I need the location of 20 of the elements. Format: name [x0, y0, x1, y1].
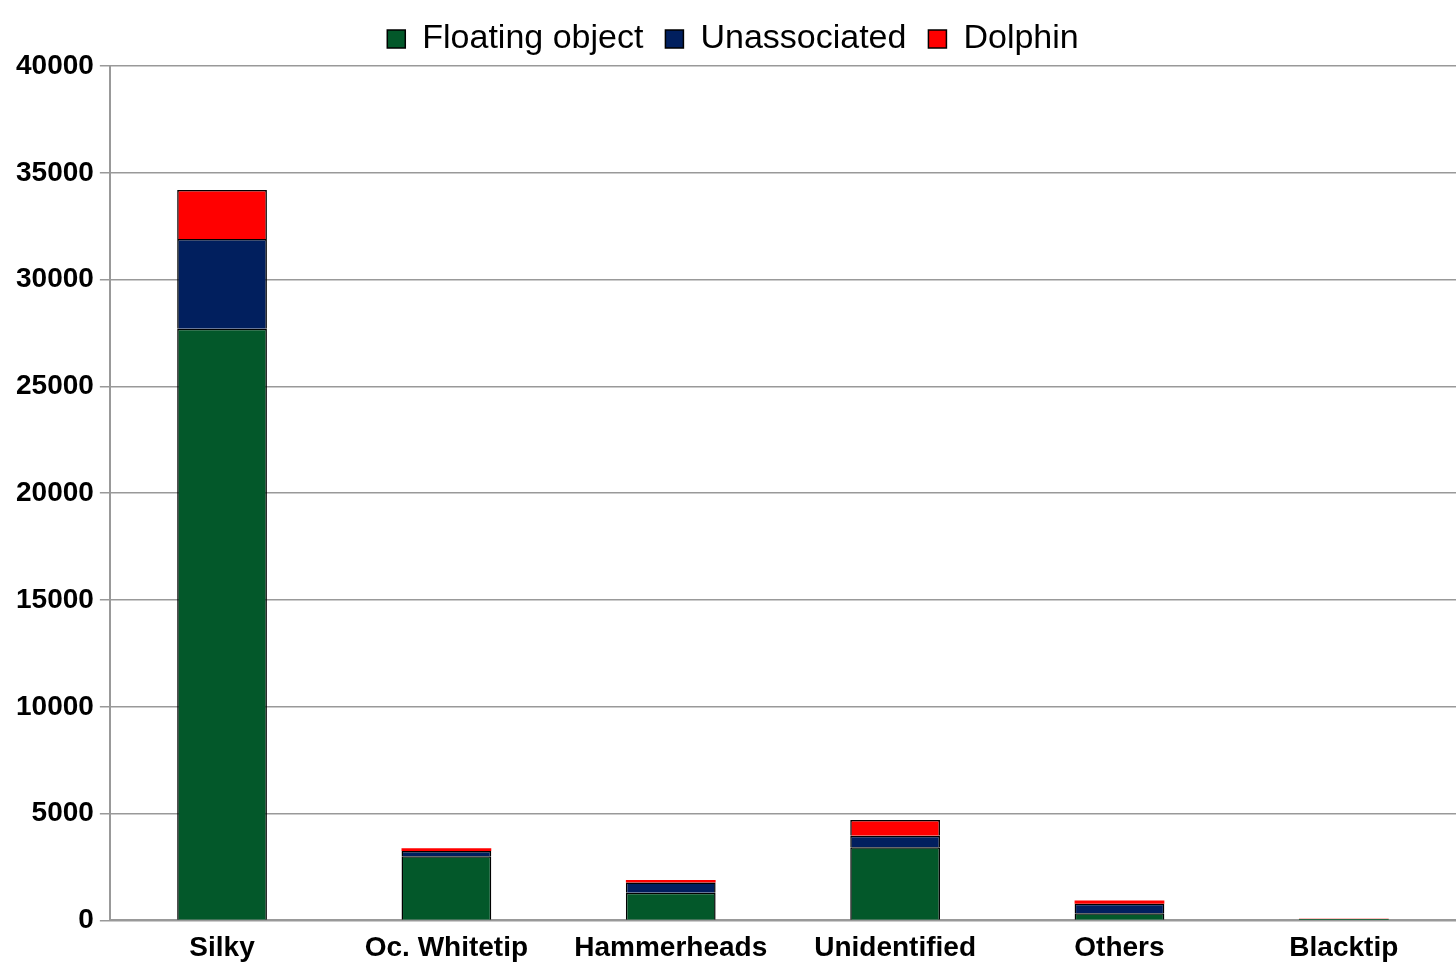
y-tick-label: 30000	[15, 262, 94, 294]
y-tick-label: 5000	[31, 796, 94, 828]
y-tick-label: 35000	[15, 155, 94, 187]
y-tick-label: 40000	[15, 48, 94, 80]
legend-label: Dolphin	[963, 17, 1079, 56]
legend-label: Unassociated	[700, 17, 907, 56]
x-tick-label: Oc. Whitetip	[364, 930, 529, 962]
x-tick-label: Unidentified	[814, 930, 976, 962]
y-tick-label: 20000	[15, 475, 94, 507]
y-tick-label: 15000	[15, 582, 94, 614]
x-tick-label: Hammerheads	[574, 930, 768, 962]
bar	[1074, 900, 1165, 904]
y-tick-label: 25000	[15, 369, 94, 401]
x-tick-label: Others	[1074, 930, 1165, 962]
x-tick-label: Blacktip	[1289, 930, 1399, 962]
y-tick-label: 10000	[15, 689, 94, 721]
bar	[401, 848, 492, 851]
legend-label: Floating object	[422, 17, 644, 56]
y-tick-label: 0	[78, 903, 94, 935]
x-tick-label: Silky	[189, 930, 256, 962]
